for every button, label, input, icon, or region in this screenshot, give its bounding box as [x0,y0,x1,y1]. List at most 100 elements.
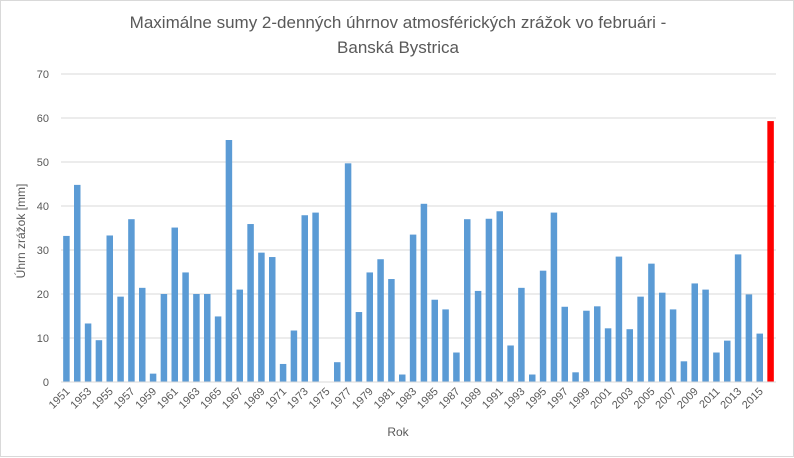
bar [604,328,612,382]
bar [399,374,406,382]
bar [745,294,753,382]
bar [474,290,482,382]
x-tick-label: 2015 [740,386,766,412]
bar [344,163,352,382]
bar [680,361,688,382]
bar [539,270,547,382]
x-tick-label: 1975 [307,386,333,412]
bar [496,211,503,382]
bar [290,330,298,382]
bar [442,309,449,382]
x-tick-label: 1989 [458,386,484,412]
bar [160,294,168,382]
x-tick-label: 2005 [632,386,658,412]
bar [572,372,579,382]
bar [279,363,287,382]
bar [128,219,135,382]
x-tick-label: 2007 [653,386,679,412]
bar [756,333,763,382]
x-tick-label: 2011 [697,386,722,411]
bar [648,263,655,382]
bar [713,352,720,382]
x-tick-label: 1997 [545,386,571,412]
bar [139,287,146,382]
x-tick-label: 1977 [328,386,354,412]
bar [388,279,395,382]
y-tick-label: 10 [37,333,49,345]
bar [193,294,200,382]
bar [615,256,623,382]
bar [485,218,493,382]
bar [106,235,113,382]
bar [669,309,677,382]
y-tick-label: 20 [37,289,49,301]
x-tick-label: 2001 [588,386,614,412]
x-tick-label: 1993 [502,386,528,412]
x-tick-label: 1995 [523,386,549,412]
bar [74,184,81,382]
bar [84,323,92,382]
bar [117,296,124,382]
y-tick-label: 40 [37,201,49,213]
bar [420,203,428,382]
bar [334,362,341,382]
bar [550,212,558,382]
bar [95,340,103,382]
bar [464,219,471,382]
bar [702,289,709,382]
bar [734,254,742,382]
x-tick-label: 1957 [112,386,138,412]
bar [366,272,373,382]
bar [225,140,233,382]
bar [182,272,189,382]
bar [247,224,254,382]
bar [301,215,308,382]
bar [659,292,666,382]
bar [377,259,384,382]
bar [637,296,644,382]
y-tick-label: 30 [37,245,49,257]
y-tick-label: 70 [37,69,49,81]
x-axis-label: Rok [387,425,409,439]
x-tick-label: 2013 [718,386,744,412]
bar [409,234,417,382]
bar [204,294,211,382]
bar [214,316,222,382]
x-tick-label: 1979 [350,386,376,412]
x-tick-label: 2003 [610,386,636,412]
x-tick-label: 1969 [242,386,268,412]
bar [355,312,363,382]
bar [561,306,568,382]
x-tick-label: 1959 [133,386,159,412]
y-tick-label: 60 [37,113,49,125]
bar [767,121,774,382]
bar [691,283,698,382]
chart-title-line-1: Maximálne sumy 2-denných úhrnov atmosfér… [129,13,667,32]
x-tick-label: 1983 [393,386,419,412]
x-tick-label: 1985 [415,386,441,412]
bar [529,374,536,382]
x-tick-label: 1961 [155,386,181,412]
y-tick-label: 50 [37,157,49,169]
x-tick-label: 1963 [177,386,203,412]
x-tick-label: 1999 [567,386,593,412]
bar [431,299,438,382]
x-tick-label: 1967 [220,386,246,412]
bar [312,212,319,382]
bar [626,329,633,382]
x-tick-label: 1973 [285,386,311,412]
x-tick-label: 1955 [90,386,116,412]
x-tick-label: 1965 [198,386,224,412]
bar [269,257,276,382]
bar [453,352,460,382]
x-tick-label: 1953 [68,386,94,412]
chart-title-line-2: Banská Bystrica [337,38,459,57]
x-tick-label: 1971 [263,386,289,412]
bar [149,373,157,382]
bar [171,227,178,382]
x-tick-label: 2009 [675,386,701,412]
bar [583,310,590,382]
x-tick-label: 1981 [372,386,398,412]
x-tick-label: 1987 [437,386,463,412]
